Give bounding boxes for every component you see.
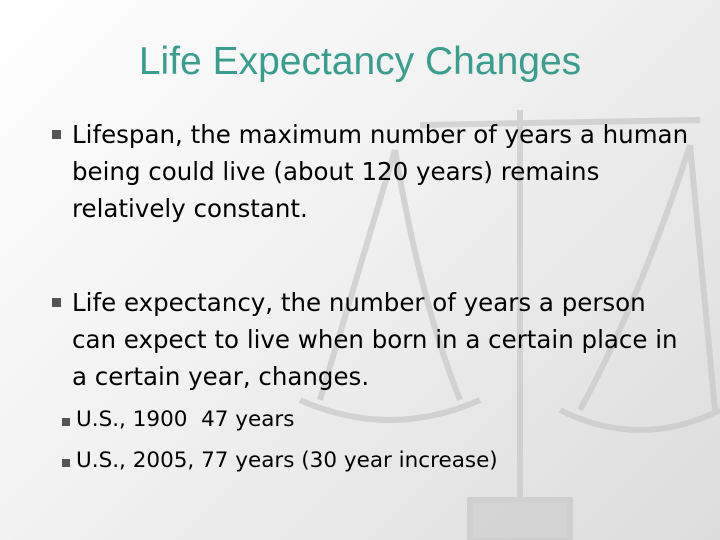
bullet-text: Life expectancy, the number of years a p… — [72, 288, 686, 391]
bullet-marker — [52, 130, 61, 139]
slide-title: Life Expectancy Changes — [138, 40, 582, 83]
bullet-text: Lifespan, the maximum number of years a … — [72, 120, 696, 223]
bullet-marker — [52, 298, 61, 307]
sub-bullet-marker — [62, 459, 70, 467]
sub-bullet-text: U.S., 1900 47 years — [76, 407, 295, 432]
sub-bullet-marker — [62, 418, 70, 426]
sub-bullet-text: U.S., 2005, 77 years (30 year increase) — [76, 448, 498, 473]
